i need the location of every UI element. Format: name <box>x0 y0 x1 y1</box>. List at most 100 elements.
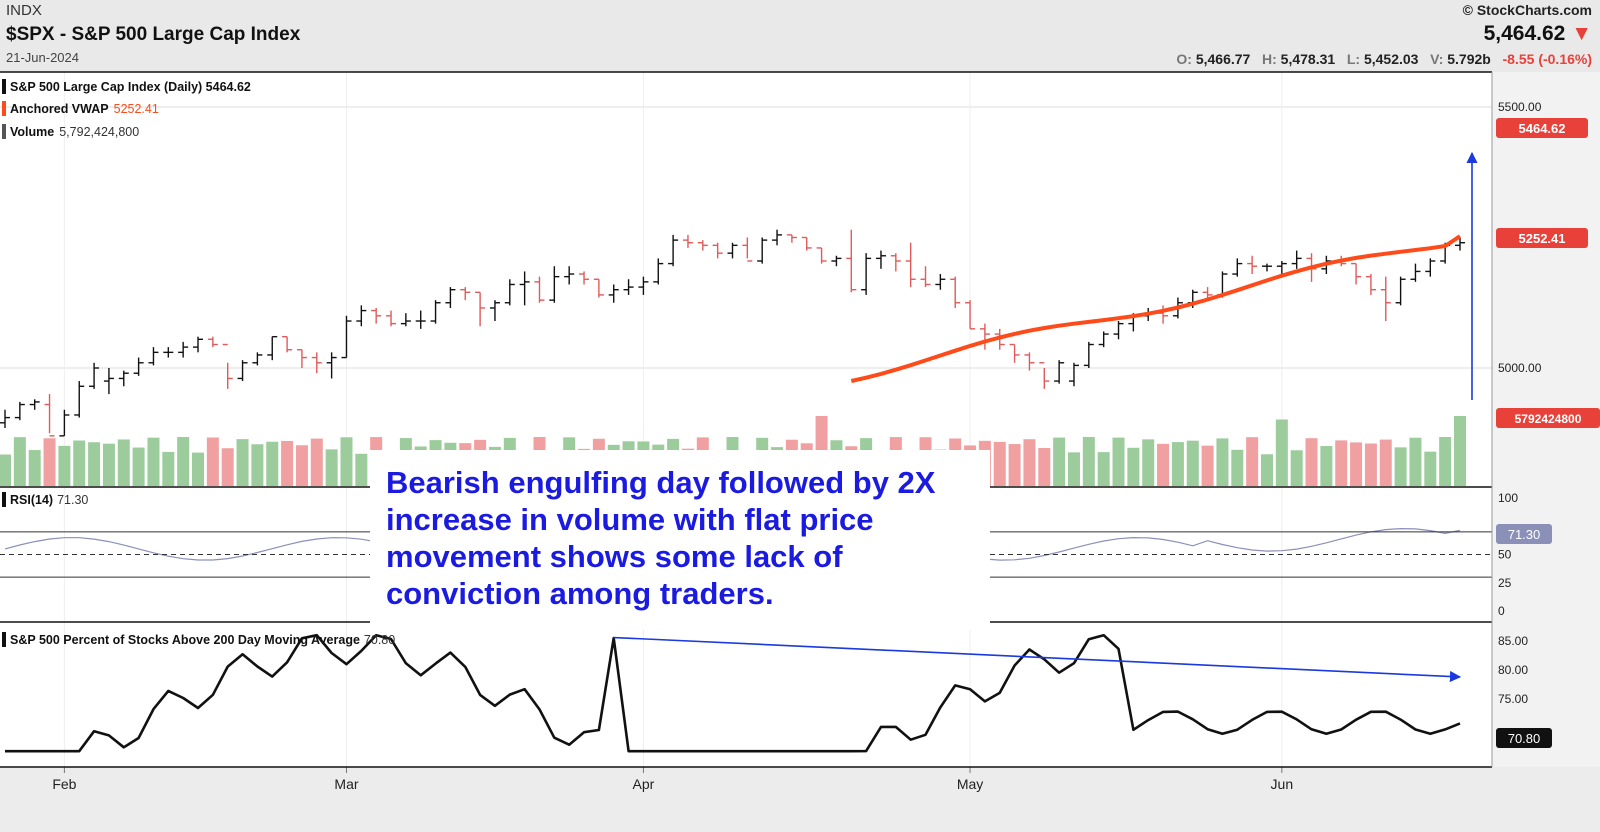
volume-bar <box>147 437 160 486</box>
low-label: L: <box>1346 51 1361 67</box>
volume-badge: 5792424800 <box>1515 412 1582 426</box>
rsi-badge-box <box>1496 524 1552 544</box>
volume-bar <box>266 441 279 486</box>
volume-bar <box>1290 450 1303 486</box>
ohlc-bar <box>430 300 441 324</box>
ohlc-bar <box>326 352 337 379</box>
ohlc-bar <box>712 242 723 259</box>
ohlc-bar <box>460 287 471 301</box>
rsi-legend-label: RSI(14) <box>10 493 53 507</box>
change-value: -8.55 (-0.16%) <box>1502 51 1592 67</box>
ohlc-bar <box>489 300 500 322</box>
volume-label: V: <box>1430 51 1444 67</box>
price-tick-label: 5000.00 <box>1498 361 1542 375</box>
vwap-badge-box <box>1496 228 1588 248</box>
vwap-line <box>850 234 1462 383</box>
ohlc-bar <box>193 336 204 353</box>
volume-bar <box>1231 449 1244 486</box>
ohlc-bar <box>593 278 604 298</box>
volume-bar <box>1201 445 1214 486</box>
volume-bar <box>221 448 234 486</box>
volume-bar <box>1008 444 1021 486</box>
last-price: 5,464.62 ▼ <box>1484 22 1592 46</box>
open-value: 5,466.77 <box>1195 51 1251 67</box>
price-tick-label: 5500.00 <box>1498 100 1542 114</box>
volume-bar <box>177 437 190 486</box>
ohlc-bar <box>920 266 931 288</box>
volume-bar <box>236 439 249 486</box>
ohlc-bar <box>1261 263 1272 272</box>
volume-bar <box>1275 419 1288 486</box>
panel-legends: S&P 500 Large Cap Index (Daily) 5464.62 … <box>2 79 395 647</box>
brand-logo[interactable]: © StockCharts.com <box>1463 2 1592 18</box>
ohlc-bar <box>1068 362 1079 387</box>
vwap-badge: 5252.41 <box>1519 231 1566 246</box>
volume-bar <box>1171 442 1184 486</box>
volume-bar <box>13 437 26 486</box>
time-tick-label: Jun <box>1271 776 1294 792</box>
ohlc-bar <box>504 279 515 306</box>
ohlc-bar <box>831 255 842 267</box>
ohlc-bar <box>1395 276 1406 306</box>
volume-bar <box>1439 437 1452 486</box>
rsi-badge: 71.30 <box>1508 527 1541 542</box>
volume-bar <box>310 438 323 486</box>
ohlc-bar <box>965 300 976 330</box>
high-value: 5,478.31 <box>1280 51 1336 67</box>
ohlc-bar <box>1054 360 1065 384</box>
ohlc-bar <box>207 336 218 348</box>
date-label: 21-Jun-2024 <box>6 50 79 65</box>
ohlc-bar <box>222 343 233 389</box>
ohlc-bar <box>1455 237 1465 251</box>
ohlc-bar <box>1083 341 1094 368</box>
time-tick-label: Apr <box>633 776 655 792</box>
volume-bar <box>1142 439 1155 486</box>
exchange-label: INDX <box>6 2 42 19</box>
volume-bar <box>251 444 264 486</box>
breadth-legend-value: 70.80 <box>364 633 395 647</box>
ohlc-bar <box>1232 258 1243 277</box>
axis-labels: 5000.00 5500.00 100 50 25 0 85.00 80.00 75.00 Feb… <box>52 100 1541 792</box>
volume-bar <box>1112 437 1125 486</box>
ohlc-bar <box>296 349 307 368</box>
ohlc-bar <box>534 276 545 303</box>
ohlc-bar <box>757 237 768 264</box>
volume-bar <box>295 445 308 486</box>
annotation-callout: Bearish engulfing day followed by 2X inc… <box>370 450 990 630</box>
ohlc-bar <box>356 305 367 327</box>
rsi-tick-label: 25 <box>1498 576 1512 590</box>
ohlc-bar <box>638 276 649 295</box>
ohlc-bar <box>1113 321 1124 340</box>
volume-bar <box>88 442 101 486</box>
low-value: 5,452.03 <box>1363 51 1419 67</box>
volume-legend: Volume 5,792,424,800 <box>10 125 139 139</box>
volume-bar <box>1409 437 1422 486</box>
ohlc-bar <box>1351 262 1362 285</box>
volume-bar <box>132 447 145 486</box>
brand-name: StockCharts.com <box>1476 2 1592 18</box>
ohlc-bar <box>1024 352 1035 371</box>
ohlc-bar <box>1410 263 1421 282</box>
ohlc-bar <box>1247 255 1258 275</box>
ohlc-bar <box>905 242 916 288</box>
ohlc-bar <box>682 234 693 248</box>
ohlc-bar <box>341 315 352 359</box>
ohlc-bar <box>1039 362 1050 389</box>
page-title: $SPX - S&P 500 Large Cap Index <box>6 24 301 45</box>
volume-badge-box <box>1496 408 1600 428</box>
ohlc-bar <box>237 360 248 382</box>
volume-bar <box>43 438 56 486</box>
down-arrow-icon: ▼ <box>1571 22 1592 45</box>
ohlc-bar <box>74 381 85 418</box>
ohlc-bar <box>668 234 679 267</box>
copyright-mark: © <box>1462 2 1473 18</box>
ohlc-bar <box>445 287 456 308</box>
ohlc-bar <box>103 368 114 395</box>
price-legend: S&P 500 Large Cap Index (Daily) 5464.62 <box>10 80 251 94</box>
ohlc-bar <box>697 240 708 251</box>
plot-area <box>0 72 1492 767</box>
breadth-badge-box <box>1496 728 1552 748</box>
volume-bar <box>73 440 86 486</box>
ohlc-bar <box>282 335 293 353</box>
